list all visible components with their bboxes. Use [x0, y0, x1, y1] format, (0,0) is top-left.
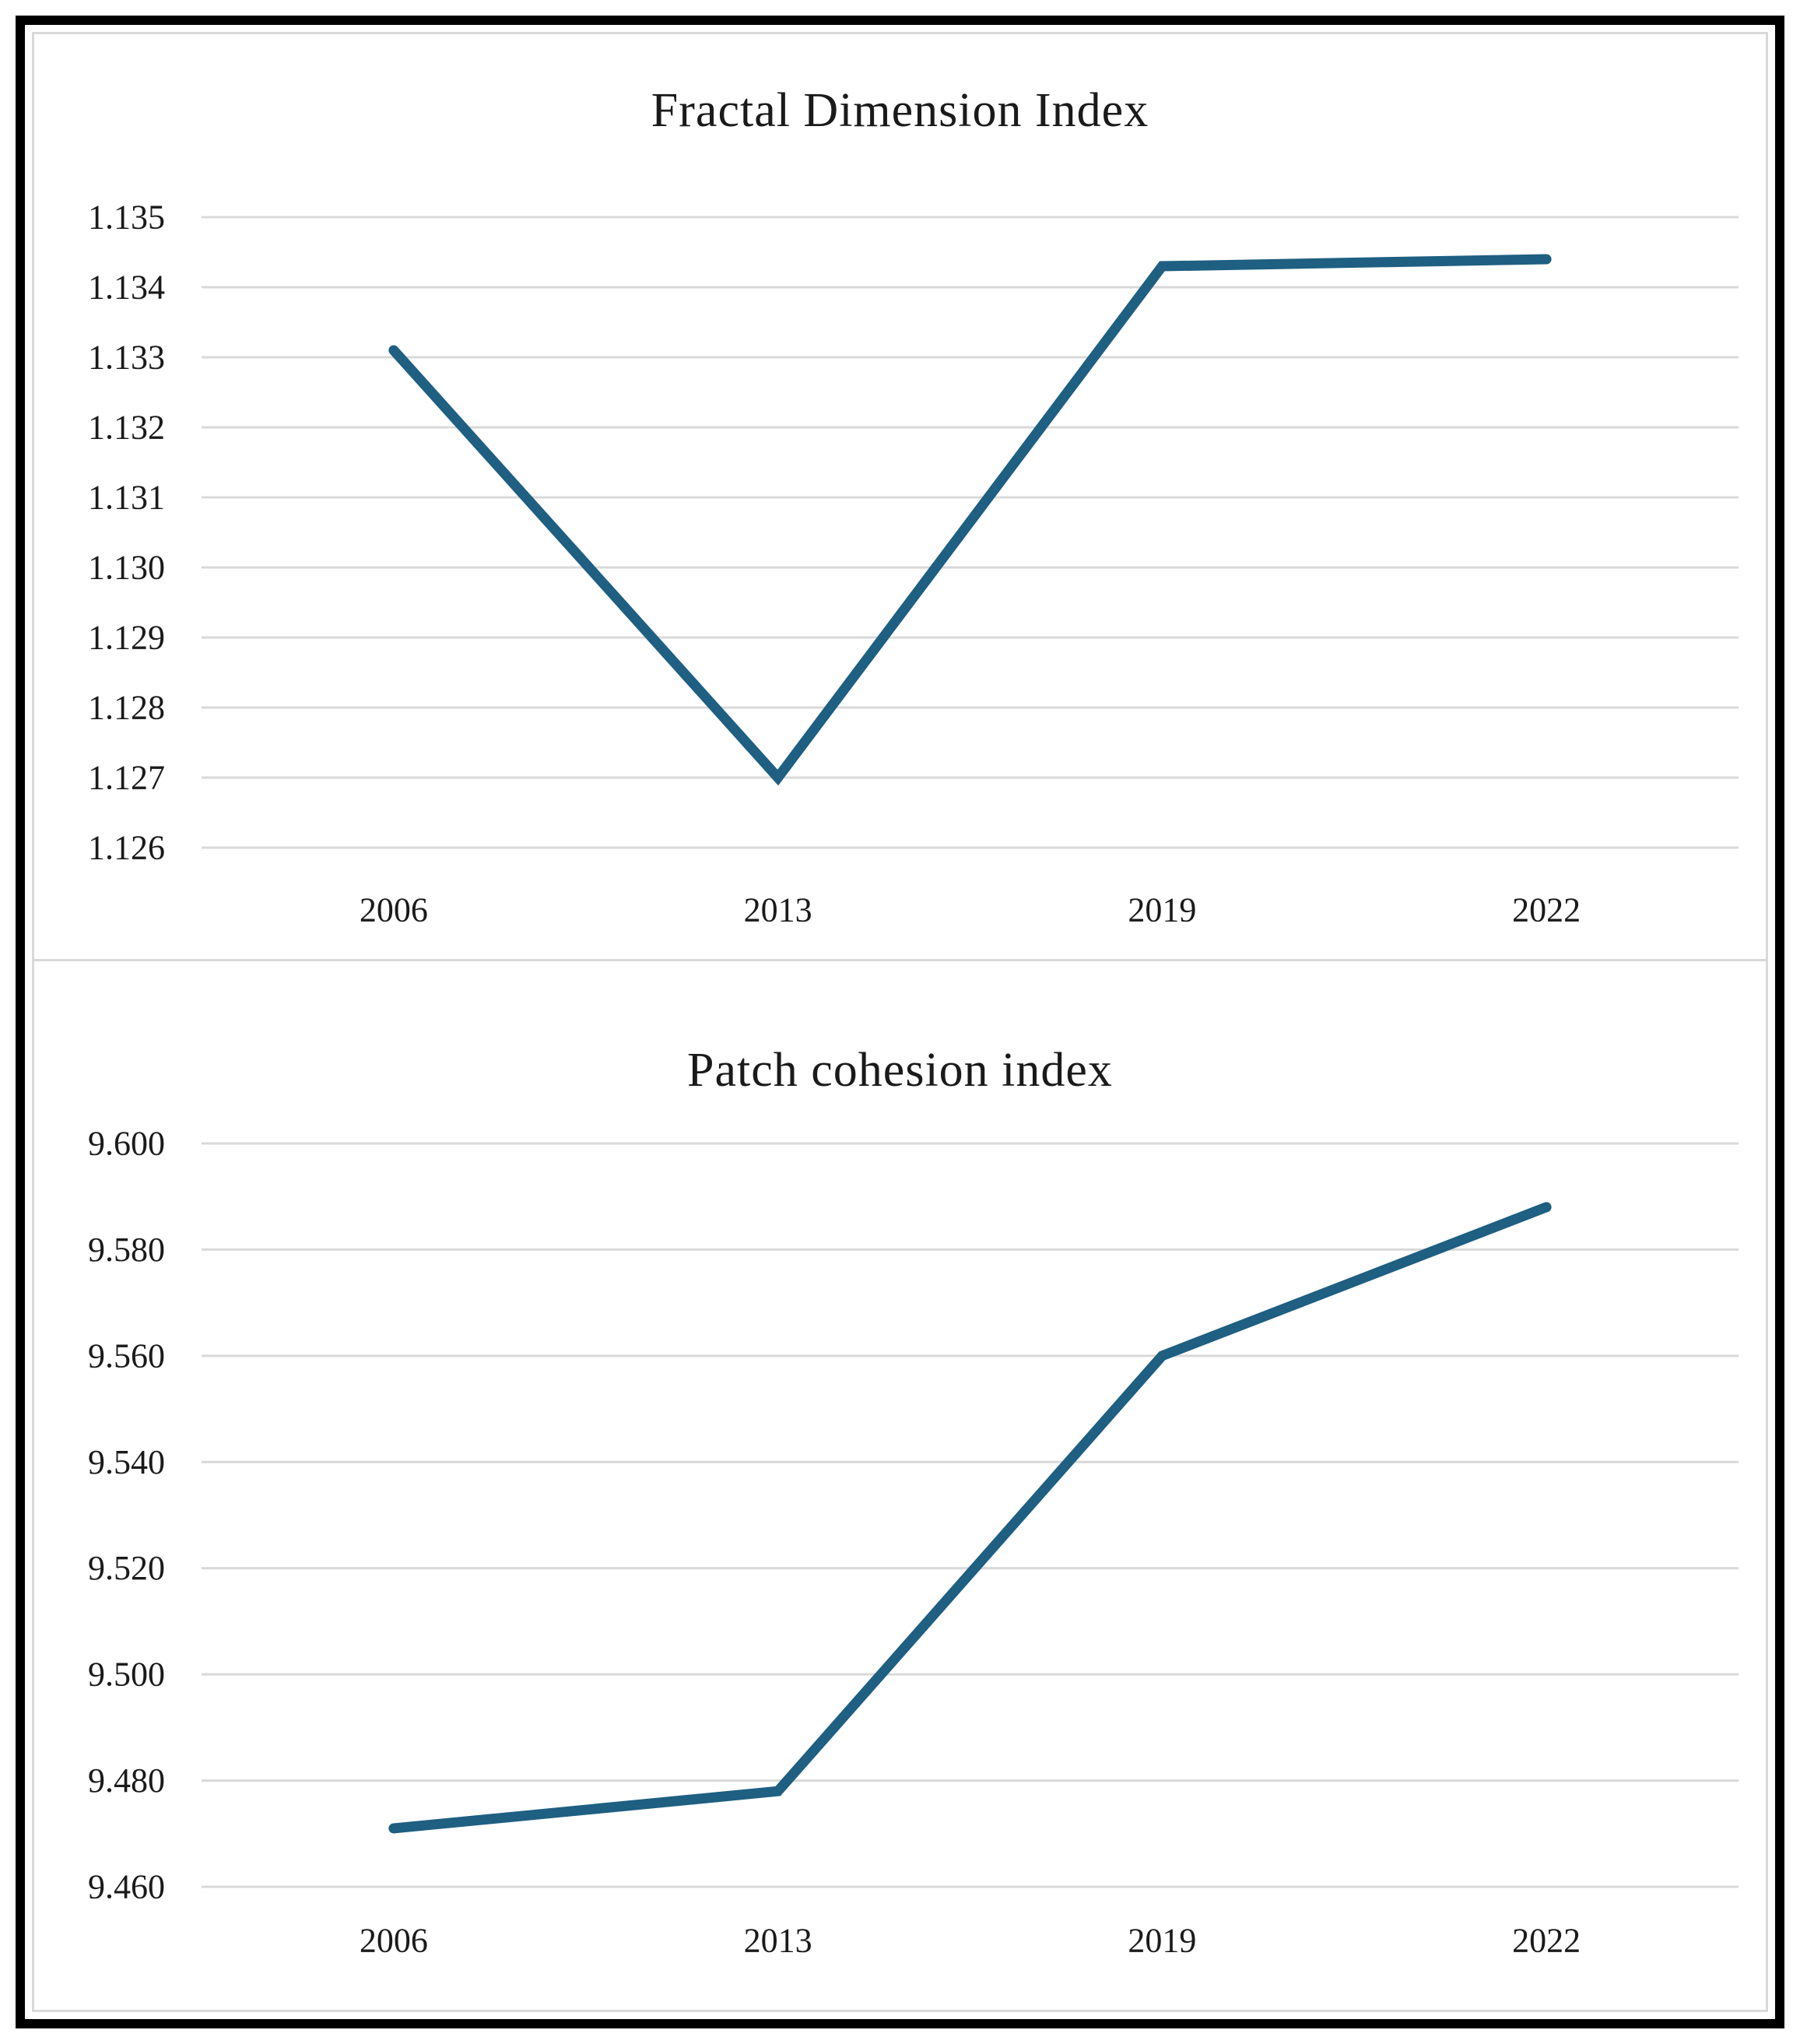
x-tick-label: 2006 [360, 1922, 428, 1960]
x-tick-label: 2022 [1512, 891, 1581, 929]
chart-panels: 1.135 1.134 1.133 1.132 1.131 1.130 1.129 1.128… [32, 32, 1768, 2012]
y-tick-label: 9.600 [88, 1125, 165, 1163]
panel-divider [34, 959, 1766, 961]
x-tick-label: 2013 [744, 891, 812, 929]
y-tick-label: 9.460 [88, 1868, 165, 1906]
y-tick-label: 1.130 [88, 549, 165, 587]
fractal-dimension-panel: 1.135 1.134 1.133 1.132 1.131 1.130 1.129 1.128… [34, 34, 1766, 959]
x-tick-label: 2022 [1512, 1922, 1581, 1960]
y-tick-label: 1.128 [88, 689, 165, 727]
y-tick-label: 9.500 [88, 1656, 165, 1694]
x-tick-label: 2019 [1128, 1922, 1196, 1960]
y-tick-label: 1.134 [88, 269, 165, 307]
y-tick-label: 1.131 [88, 479, 165, 517]
x-tick-label: 2013 [744, 1922, 812, 1960]
y-tick-label: 1.135 [88, 198, 165, 237]
x-tick-label: 2006 [360, 891, 428, 929]
figure-frame: 1.135 1.134 1.133 1.132 1.131 1.130 1.129 1.128… [16, 16, 1784, 2028]
patch-cohesion-chart: 9.600 9.580 9.560 9.540 9.520 9.500 9.480 9.460… [88, 1125, 1739, 1960]
y-tick-label: 9.560 [88, 1336, 165, 1375]
y-tick-label: 9.580 [88, 1231, 165, 1269]
y-tick-label: 1.129 [88, 619, 165, 657]
y-tick-label: 9.540 [88, 1443, 165, 1481]
fractal-dimension-chart: 1.135 1.134 1.133 1.132 1.131 1.130 1.129 1.128… [88, 198, 1739, 929]
y-tick-label: 9.520 [88, 1549, 165, 1587]
patch-cohesion-title: Patch cohesion index [687, 1044, 1113, 1097]
data-line [388, 1202, 1552, 1834]
data-line [388, 254, 1552, 786]
y-tick-label: 1.127 [88, 759, 165, 797]
y-tick-label: 1.133 [88, 339, 165, 377]
fractal-dimension-title: Fractal Dimension Index [651, 84, 1149, 137]
patch-cohesion-panel: 9.600 9.580 9.560 9.540 9.520 9.500 9.480 9.460… [34, 961, 1766, 2010]
y-tick-label: 9.480 [88, 1761, 165, 1800]
x-tick-label: 2019 [1128, 891, 1196, 929]
y-tick-label: 1.126 [88, 829, 165, 867]
y-tick-label: 1.132 [88, 409, 165, 447]
